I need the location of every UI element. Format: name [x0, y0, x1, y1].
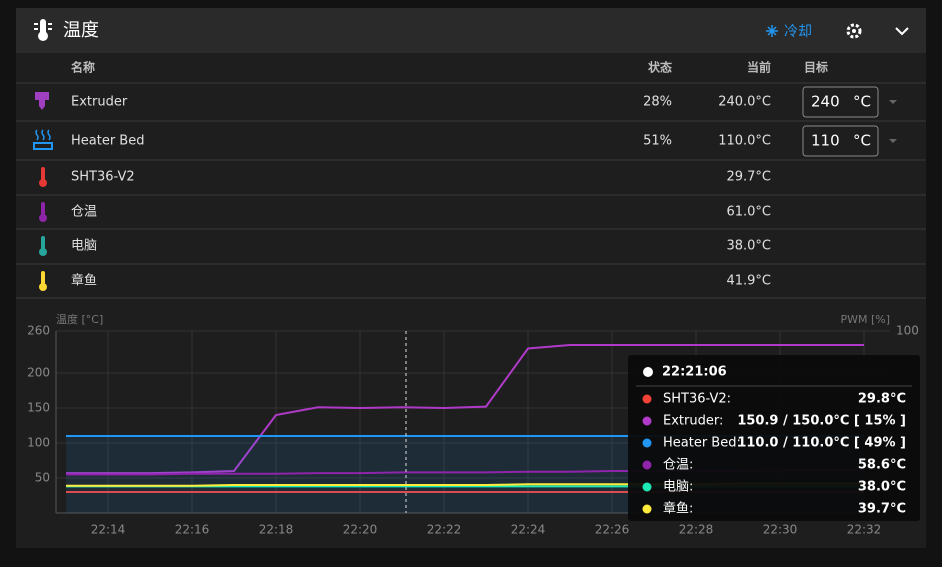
legend-dot: [642, 460, 652, 470]
tooltip-value: 110.0 / 110.0°C [ 49% ]: [737, 436, 906, 451]
legend-dot: [642, 394, 652, 404]
x-tick-label: 22:22: [427, 523, 462, 537]
thermometer-bulb: [39, 179, 47, 187]
target-dropdown[interactable]: [889, 139, 897, 143]
tooltip-label: SHT36-V2:: [663, 392, 731, 407]
x-tick-label: 22:20: [343, 523, 378, 537]
tooltip-value: 38.0°C: [858, 480, 906, 495]
column-header: 当前: [747, 60, 771, 75]
sensor-name: SHT36-V2: [71, 170, 135, 185]
sensor-name: Heater Bed: [71, 134, 144, 149]
target-input[interactable]: [802, 86, 879, 118]
sensor-current: 29.7°C: [726, 170, 771, 185]
tooltip-label: 章鱼:: [663, 501, 693, 517]
sensor-name: Extruder: [71, 95, 128, 110]
clock-icon: [643, 367, 653, 377]
y-tick-label: 150: [27, 401, 50, 415]
sensor-state: 28%: [643, 95, 672, 110]
tooltip-label: Extruder:: [663, 414, 723, 429]
target-value: 110: [811, 132, 840, 150]
thermometer-icon: [41, 202, 45, 216]
sensor-current: 41.9°C: [726, 274, 771, 289]
y-tick-label: 100: [27, 436, 50, 450]
x-tick-label: 22:14: [91, 523, 126, 537]
x-tick-label: 22:16: [175, 523, 210, 537]
bed-icon: [33, 142, 53, 150]
sensor-current: 240.0°C: [718, 95, 771, 110]
bed-heat-wave: [35, 129, 39, 141]
legend-dot: [642, 416, 652, 426]
sensor-current: 38.0°C: [726, 239, 771, 254]
collapse-button[interactable]: [895, 27, 909, 36]
y-tick-label: 200: [27, 366, 50, 380]
thermometer-bulb: [39, 283, 47, 291]
target-dropdown[interactable]: [889, 100, 897, 104]
tooltip-label: Heater Bed:: [663, 436, 741, 451]
settings-button[interactable]: [846, 23, 862, 39]
tooltip-label: 仓温:: [663, 458, 693, 473]
thermometer-icon: [41, 236, 45, 250]
y-tick-label: 50: [35, 471, 50, 485]
target-value: 240: [811, 93, 840, 111]
bed-heat-wave: [47, 129, 51, 141]
sensor-name: 电脑: [71, 239, 97, 254]
tooltip-value: 150.9 / 150.0°C [ 15% ]: [737, 414, 906, 429]
column-header: 状态: [648, 60, 672, 75]
column-header: 名称: [71, 60, 95, 75]
sensor-name: 章鱼: [71, 273, 97, 289]
sensor-state: 51%: [643, 134, 672, 149]
y2-axis-label: PWM [%]: [840, 313, 890, 326]
tooltip-value: 29.8°C: [858, 392, 906, 407]
column-header: 目标: [804, 60, 828, 75]
legend-dot: [642, 438, 652, 448]
thermometer-icon: [34, 19, 52, 41]
x-tick-label: 22:28: [679, 523, 714, 537]
sensor-current: 61.0°C: [726, 205, 771, 220]
x-tick-label: 22:32: [847, 523, 882, 537]
panel-title: 温度: [63, 20, 99, 41]
bed-heat-wave: [41, 129, 45, 141]
cool-button[interactable]: 冷却: [766, 24, 812, 40]
tooltip: [628, 355, 920, 521]
thermometer-bulb: [39, 214, 47, 222]
tooltip-value: 39.7°C: [858, 502, 906, 517]
sensor-name: 仓温: [71, 205, 97, 220]
series-line: [66, 344, 864, 475]
target-input[interactable]: [802, 125, 879, 157]
x-tick-label: 22:26: [595, 523, 630, 537]
legend-dot: [642, 482, 652, 492]
y-axis-label: 温度 [°C]: [56, 312, 103, 326]
target-unit: °C: [853, 93, 871, 111]
legend-dot: [642, 504, 652, 514]
x-tick-label: 22:18: [259, 523, 294, 537]
y-tick-label: 260: [27, 324, 50, 338]
cool-label: 冷却: [784, 24, 812, 40]
tooltip-label: 电脑:: [663, 480, 693, 495]
sensor-current: 110.0°C: [718, 134, 771, 149]
extruder-icon: [35, 92, 49, 110]
x-tick-label: 22:24: [511, 523, 546, 537]
target-unit: °C: [853, 132, 871, 150]
x-tick-label: 22:30: [763, 523, 798, 537]
thermometer-icon: [41, 167, 45, 181]
y2-tick-label: 100: [896, 324, 919, 338]
thermometer-bulb: [39, 248, 47, 256]
tooltip-value: 58.6°C: [858, 458, 906, 473]
thermometer-icon: [41, 271, 45, 285]
tooltip-time: 22:21:06: [662, 365, 727, 380]
